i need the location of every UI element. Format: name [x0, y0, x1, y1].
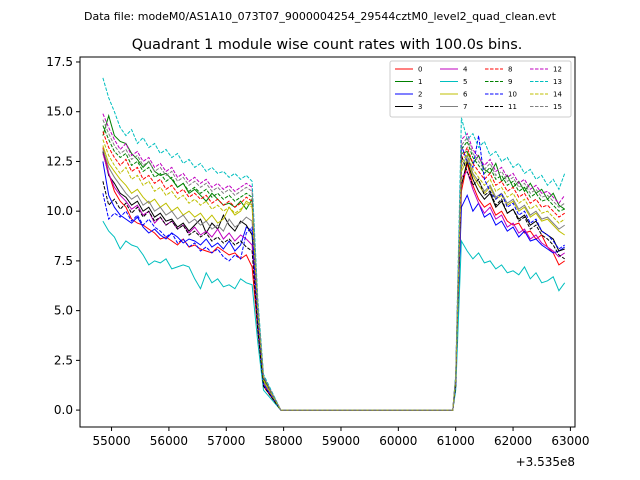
series-line-5 — [102, 220, 566, 411]
series-line-14 — [102, 139, 565, 411]
x-tick-label: 62000 — [494, 434, 532, 448]
legend-label-10: 10 — [508, 91, 517, 99]
legend-label-2: 2 — [418, 91, 422, 99]
y-axis-ticks: 0.0 2.5 5.0 7.5 10.0 12.5 15.0 17.5 — [46, 55, 80, 417]
legend-label-1: 1 — [418, 78, 422, 86]
y-tick-label: 0.0 — [54, 403, 73, 417]
series-line-10 — [102, 135, 565, 411]
series-line-7 — [102, 149, 565, 411]
legend-box — [389, 60, 572, 118]
series-line-3 — [102, 151, 565, 411]
x-tick-label: 63000 — [551, 434, 589, 448]
legend-label-13: 13 — [553, 78, 562, 86]
x-tick-label: 59000 — [322, 434, 360, 448]
legend-label-9: 9 — [508, 78, 512, 86]
series-line-11 — [102, 155, 565, 411]
series-line-2 — [102, 161, 565, 411]
series-line-15 — [102, 119, 565, 411]
plot-area — [79, 56, 576, 428]
x-tick-label: 58000 — [265, 434, 303, 448]
figure-suptitle: Data file: modeM0/AS1A10_073T07_90000042… — [84, 10, 557, 23]
legend-label-15: 15 — [553, 103, 562, 111]
x-tick-label: 55000 — [92, 434, 130, 448]
legend-label-12: 12 — [553, 66, 562, 74]
y-tick-label: 10.0 — [46, 204, 73, 218]
series-lines — [102, 77, 566, 411]
x-tick-label: 60000 — [379, 434, 417, 448]
y-tick-label: 5.0 — [54, 304, 73, 318]
legend-label-14: 14 — [553, 91, 562, 99]
y-tick-label: 15.0 — [46, 105, 73, 119]
y-tick-label: 7.5 — [54, 254, 73, 268]
series-line-9 — [102, 125, 565, 411]
x-tick-label: 57000 — [207, 434, 245, 448]
series-line-12 — [102, 113, 566, 411]
legend-label-8: 8 — [508, 66, 512, 74]
x-tick-label: 61000 — [437, 434, 475, 448]
y-tick-label: 2.5 — [54, 353, 73, 367]
series-line-13 — [102, 77, 566, 411]
y-tick-label: 17.5 — [46, 55, 73, 69]
legend-label-11: 11 — [508, 103, 517, 111]
x-tick-label: 56000 — [150, 434, 188, 448]
legend-label-0: 0 — [418, 66, 422, 74]
x-axis-offset-label: +3.535e8 — [516, 455, 575, 469]
series-line-0 — [102, 147, 565, 411]
legend-label-5: 5 — [463, 78, 467, 86]
series-line-6 — [102, 145, 565, 411]
legend-label-7: 7 — [463, 103, 467, 111]
series-line-8 — [102, 131, 565, 411]
x-axis-ticks: 55000 56000 57000 58000 59000 60000 61000 62000… — [92, 427, 590, 448]
chart-title: Quadrant 1 module wise count rates with … — [132, 37, 523, 53]
y-tick-label: 12.5 — [46, 154, 73, 168]
legend-label-3: 3 — [418, 103, 422, 111]
legend-label-4: 4 — [463, 66, 468, 74]
legend-label-6: 6 — [463, 91, 468, 99]
